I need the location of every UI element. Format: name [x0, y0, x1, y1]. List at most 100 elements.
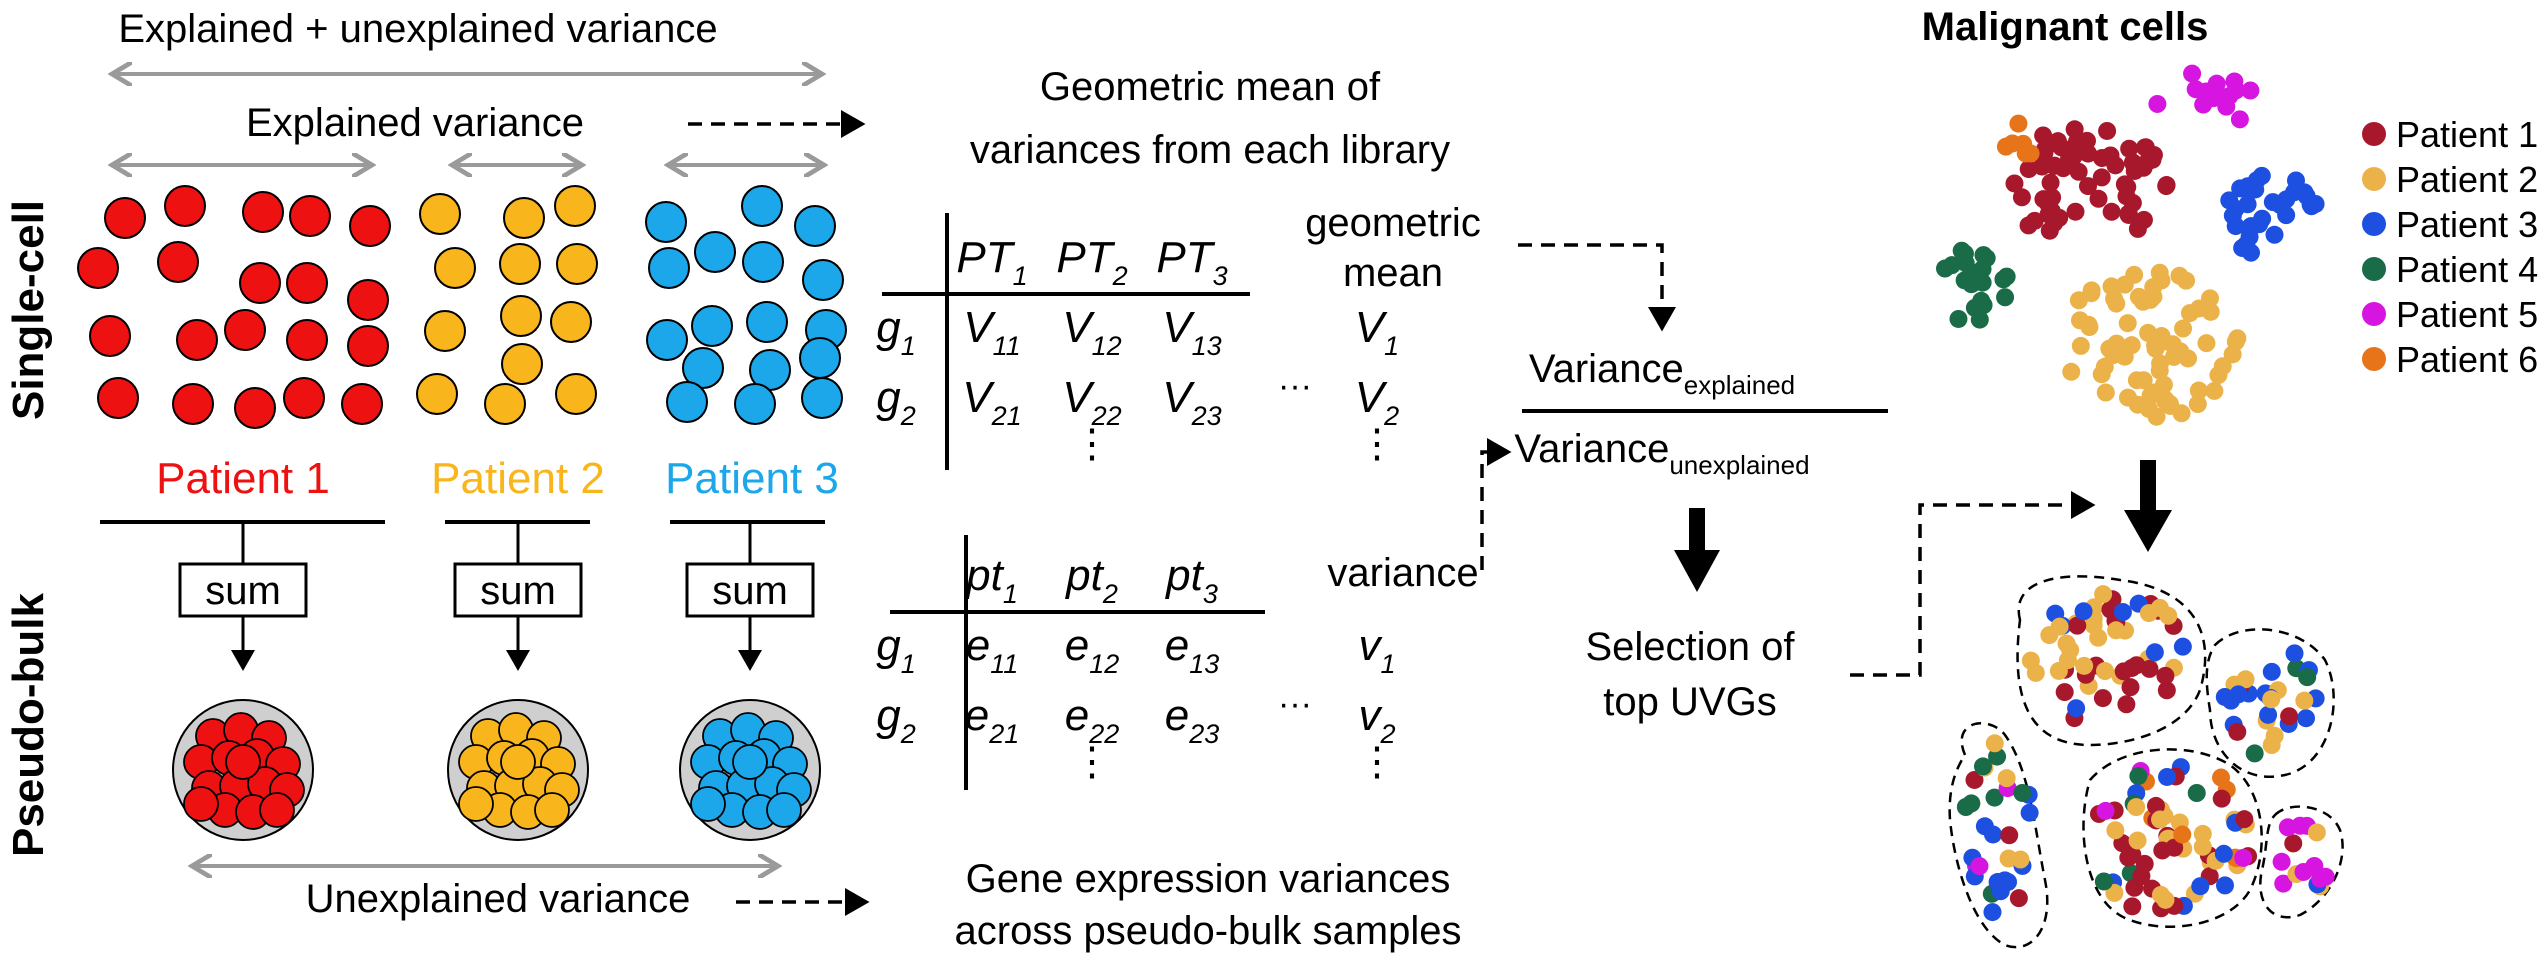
patient1-point — [2019, 216, 2038, 235]
patient3-cell — [694, 231, 736, 273]
patient1-cell — [172, 383, 214, 425]
table-cell: e11 — [966, 621, 1019, 679]
patient3-cell — [794, 205, 836, 247]
patient1-point — [2098, 121, 2117, 140]
selection-line1: Selection of — [1585, 625, 1795, 669]
patient1-cell — [289, 195, 331, 237]
patient1-cell — [349, 205, 391, 247]
patient1-cell — [89, 315, 131, 357]
subcluster-b-cell — [2295, 691, 2314, 710]
patient2-point — [2179, 349, 2198, 368]
subcluster-d-cell — [2191, 877, 2210, 896]
subcluster-d-cell — [2151, 810, 2170, 829]
table-col-header: PT3 — [1156, 233, 1227, 291]
subcluster-d-cell — [2187, 784, 2206, 803]
geo-mean-dashed-arrow — [1518, 243, 1676, 332]
patient3-cell — [734, 383, 776, 425]
patient5-point — [2186, 80, 2205, 99]
subcluster-a-cell — [2050, 617, 2069, 636]
table-v-ellipsis: ⋮ — [1357, 422, 1397, 466]
patient2-point — [2062, 362, 2081, 381]
table-col-header: pt3 — [1164, 551, 1218, 609]
patient1-cell — [239, 262, 281, 304]
patient3-cell — [746, 301, 788, 343]
single-cell-label: Single-cell — [4, 200, 53, 420]
patient1-cell — [242, 191, 284, 233]
subcluster-d-cell — [2128, 831, 2147, 850]
patient1-point — [2092, 168, 2111, 187]
patient4-point — [1974, 246, 1993, 265]
patient2-point — [2228, 329, 2247, 348]
legend-swatch — [2362, 302, 2386, 326]
patient3-cell — [742, 241, 784, 283]
patient1-label: Patient 1 — [156, 454, 330, 503]
pseudo-bulk-label: Pseudo-bulk — [4, 592, 53, 857]
patient5-point — [2183, 64, 2202, 83]
patient1-point — [2045, 156, 2064, 175]
patient4-point — [1956, 254, 1975, 273]
patient2-label: Patient 2 — [431, 454, 605, 503]
patient1-point — [2072, 134, 2091, 153]
geo-mean-title-line1: Geometric mean of — [1040, 65, 1381, 109]
bulk-cell — [690, 786, 726, 822]
patient2-point — [2102, 277, 2121, 296]
patient2-point — [2147, 407, 2166, 426]
patient5-point — [2230, 110, 2249, 129]
subcluster-a-cell — [2145, 643, 2164, 662]
table-h-ellipsis: ··· — [1278, 685, 1312, 723]
table-result: v1 — [1358, 621, 1395, 679]
patient2-cell — [484, 383, 526, 425]
table-cell: e12 — [1065, 621, 1120, 679]
subcluster-a-cell — [2150, 598, 2169, 617]
subcluster-d-cell — [2125, 878, 2144, 897]
patient2-cell — [503, 197, 545, 239]
subcluster-a-cell — [2121, 678, 2140, 697]
table-v-ellipsis: ⋮ — [1072, 740, 1112, 784]
bulk-cell — [259, 792, 295, 828]
patient3-point — [2253, 209, 2272, 228]
subcluster-e-outline — [2259, 805, 2344, 919]
patient1-point — [2060, 148, 2079, 167]
patient2-point — [2107, 294, 2126, 313]
patient1-cell — [283, 377, 325, 419]
patient3-cell — [691, 305, 733, 347]
subcluster-c-cell — [2013, 783, 2032, 802]
table-v-ellipsis: ⋮ — [1357, 740, 1397, 784]
subcluster-b-cell — [2298, 668, 2317, 687]
patient3-cell — [648, 247, 690, 289]
patient4-point — [1955, 271, 1974, 290]
subcluster-c-cell — [1985, 788, 2004, 807]
subcluster-d-cell — [2156, 890, 2175, 909]
subcluster-e-cell — [2307, 823, 2326, 842]
patient2-point — [2163, 335, 2182, 354]
pseudo-bulk-variance-table: pt1 pt2 pt3 g1 e11 e12 e13 v1 g2 e21 e22 e23 v2 ··· ⋮ ⋮ — [876, 535, 1397, 790]
bulk-cell — [766, 792, 802, 828]
patient1-cell — [176, 319, 218, 361]
patient6-point — [2021, 144, 2040, 163]
subcluster-a-cell — [2026, 663, 2045, 682]
table-v-ellipsis: ⋮ — [1072, 422, 1112, 466]
patient3-label: Patient 3 — [665, 454, 839, 503]
subcluster-a-cell — [2113, 603, 2132, 622]
table-cell: e22 — [1065, 691, 1120, 749]
patient3-cell — [645, 201, 687, 243]
patient3-cell — [799, 337, 841, 379]
subcluster-a-cell — [2127, 656, 2146, 675]
legend-label: Patient 1 — [2396, 114, 2538, 155]
patient5-point — [2225, 72, 2244, 91]
patient1-cell — [104, 197, 146, 239]
subcluster-d-cell — [2105, 883, 2124, 902]
ratio-numerator: Varianceexplained — [1529, 347, 1795, 400]
patient1-cell — [347, 279, 389, 321]
subcluster-d-cell — [2096, 801, 2115, 820]
patient5-point — [2220, 87, 2239, 106]
patient1-point — [2118, 177, 2137, 196]
patient2-point — [2115, 347, 2134, 366]
patient4-point — [1994, 270, 2013, 289]
patient1-point — [2128, 219, 2147, 238]
table-result: v2 — [1358, 691, 1395, 749]
patient5-point — [2194, 95, 2213, 114]
subcluster-c-cell — [1973, 757, 1992, 776]
subcluster-d-cell — [2234, 848, 2253, 867]
table-col-header: pt2 — [1064, 551, 1118, 609]
